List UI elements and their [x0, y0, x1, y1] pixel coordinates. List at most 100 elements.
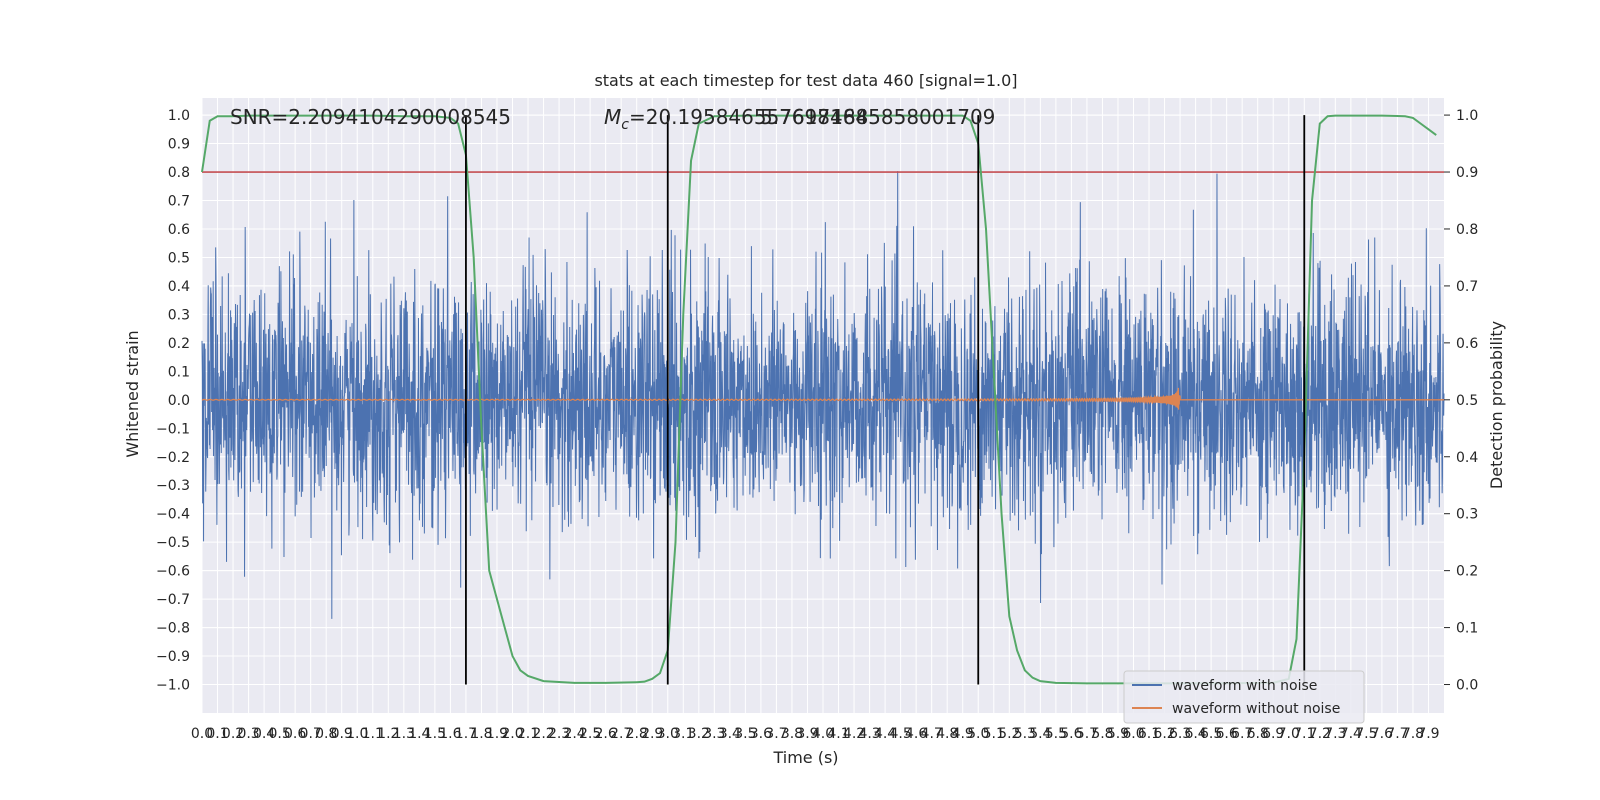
x-tick-label: 2.3	[548, 726, 570, 742]
chirp-mass-value: =20.195846557617188	[629, 105, 868, 129]
y-axis-ticks: 1.0 0.9 0.8 0.7 0.6 0.5 0.4 0.3 0.2 0.1 0.0 −0.1 −0.…	[156, 108, 190, 693]
x-tick-label: 1.8	[470, 726, 492, 742]
x-tick-label: 3.2	[688, 726, 710, 742]
x-tick-label: 3.8	[781, 726, 803, 742]
x-tick-label: 3.4	[719, 726, 741, 742]
y-tick-label: −0.3	[156, 478, 190, 494]
x-tick-label: 7.0	[1278, 726, 1300, 742]
y2-tick-label: 0.3	[1456, 507, 1478, 523]
y2-tick-label: 0.4	[1456, 450, 1478, 466]
y-tick-label: −0.6	[156, 564, 190, 580]
x-tick-label: 0.0	[191, 726, 213, 742]
y-tick-label: −0.8	[156, 621, 190, 637]
x-tick-label: 5.3	[1014, 726, 1036, 742]
y2-tick-label: 0.2	[1456, 564, 1478, 580]
x-tick-label: 5.1	[983, 726, 1005, 742]
y-tick-label: −0.1	[156, 421, 190, 437]
x-tick-label: 7.2	[1309, 726, 1331, 742]
y-tick-label: −0.9	[156, 649, 190, 665]
x-tick-label: 7.6	[1371, 726, 1393, 742]
x-tick-label: 0.8	[315, 726, 337, 742]
x-tick-label: 4.5	[889, 726, 911, 742]
x-tick-label: 1.4	[408, 726, 430, 742]
series-waveform-without-noise	[201, 387, 1444, 410]
y-tick-label: −0.5	[156, 535, 190, 551]
y-tick-label: −0.7	[156, 592, 190, 608]
x-tick-label: 5.5	[1045, 726, 1067, 742]
legend-label-noise: waveform with noise	[1172, 678, 1317, 694]
x-tick-label: 6.0	[1122, 726, 1144, 742]
y2-tick-label: 1.0	[1456, 108, 1478, 124]
noise-waveform-line	[201, 171, 1445, 619]
x-tick-label: 6.1	[1138, 726, 1160, 742]
x-tick-label: 1.6	[439, 726, 461, 742]
x-tick-label: 6.5	[1200, 726, 1222, 742]
x-tick-label: 3.9	[796, 726, 818, 742]
x-tick-label: 6.6	[1216, 726, 1238, 742]
x-tick-label: 4.1	[827, 726, 849, 742]
x-tick-label: 3.6	[750, 726, 772, 742]
y-tick-label: 0.3	[168, 307, 190, 323]
x-tick-label: 6.2	[1153, 726, 1175, 742]
x-tick-label: 7.5	[1355, 726, 1377, 742]
y-tick-label: −1.0	[156, 678, 190, 694]
y2-axis-label: Detection probability	[1487, 321, 1506, 489]
x-tick-label: 0.2	[222, 726, 244, 742]
x-tick-label: 0.6	[284, 726, 306, 742]
x-tick-label: 3.5	[734, 726, 756, 742]
x-tick-label: 6.8	[1247, 726, 1269, 742]
x-tick-label: 5.7	[1076, 726, 1098, 742]
x-tick-label: 3.1	[672, 726, 694, 742]
x-tick-label: 2.8	[626, 726, 648, 742]
y-tick-label: 1.0	[168, 108, 190, 124]
y-tick-label: 0.7	[168, 194, 190, 210]
x-tick-label: 5.2	[998, 726, 1020, 742]
y2-tick-label: 0.1	[1456, 621, 1478, 637]
x-tick-label: 1.0	[346, 726, 368, 742]
x-tick-label: 0.7	[300, 726, 322, 742]
x-tick-label: 4.7	[921, 726, 943, 742]
chirp-mass-subscript: c	[621, 117, 629, 133]
x-tick-label: 6.7	[1231, 726, 1253, 742]
legend-frame	[1123, 670, 1365, 724]
y-tick-label: 0.6	[168, 222, 190, 238]
y-tick-label: 0.1	[168, 364, 190, 380]
x-axis-label: Time (s)	[772, 748, 838, 767]
y2-tick-label: 0.9	[1456, 165, 1478, 181]
x-tick-label: 7.4	[1340, 726, 1362, 742]
x-tick-label: 7.3	[1324, 726, 1346, 742]
x-tick-label: 6.4	[1184, 726, 1206, 742]
y2-tick-label: 0.6	[1456, 336, 1478, 352]
legend: waveform with noise waveform without noi…	[1123, 670, 1365, 724]
y2-tick-label: 0.5	[1456, 393, 1478, 409]
x-tick-label: 0.3	[237, 726, 259, 742]
overlapping-annotation: 5.76984645858001709	[760, 105, 995, 129]
x-tick-label: 2.0	[501, 726, 523, 742]
y-tick-label: 0.5	[168, 250, 190, 266]
x-tick-label: 3.0	[657, 726, 679, 742]
y-tick-label: 0.9	[168, 137, 190, 153]
y-tick-label: 0.8	[168, 165, 190, 181]
x-tick-label: 4.0	[812, 726, 834, 742]
y2-axis-ticks: 1.0 0.9 0.8 0.7 0.6 0.5 0.4 0.3 0.2 0.1 0.0	[1444, 108, 1478, 694]
x-tick-label: 2.5	[579, 726, 601, 742]
x-tick-label: 4.9	[952, 726, 974, 742]
x-tick-label: 3.3	[703, 726, 725, 742]
event-vertical-lines	[465, 115, 1306, 685]
x-tick-label: 4.2	[843, 726, 865, 742]
x-axis-ticks: 0.00.10.20.30.40.50.60.70.80.91.01.11.21…	[191, 726, 1440, 742]
x-tick-label: 2.2	[532, 726, 554, 742]
x-tick-label: 0.1	[206, 726, 228, 742]
x-tick-label: 0.9	[331, 726, 353, 742]
y2-tick-label: 0.8	[1456, 222, 1478, 238]
x-tick-label: 4.6	[905, 726, 927, 742]
x-tick-label: 5.4	[1029, 726, 1051, 742]
x-tick-label: 1.9	[486, 726, 508, 742]
x-tick-label: 2.9	[641, 726, 663, 742]
snr-annotation: SNR=2.2094104290008545	[230, 105, 511, 129]
x-tick-label: 7.1	[1293, 726, 1315, 742]
chirp-mass-symbol: M	[604, 105, 621, 129]
x-tick-label: 1.1	[362, 726, 384, 742]
